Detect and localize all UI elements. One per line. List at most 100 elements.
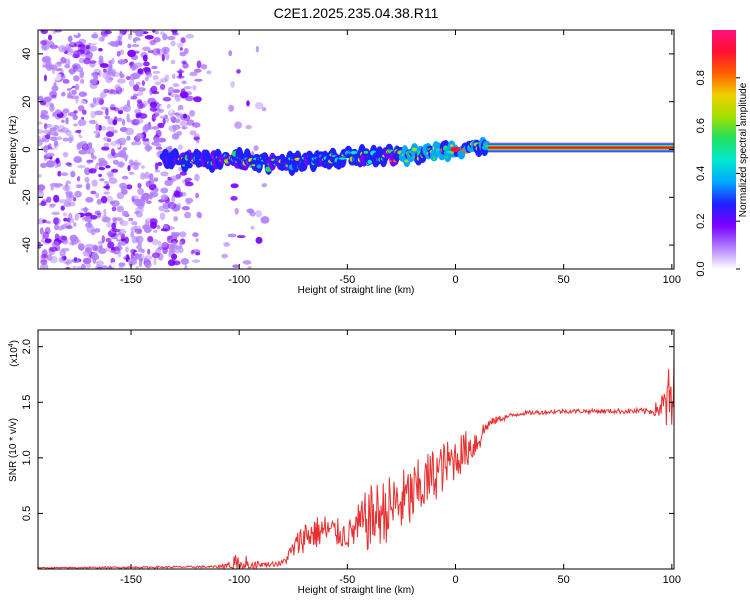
noise-blob (77, 165, 86, 169)
noise-blob (86, 149, 91, 155)
noise-blob (135, 235, 144, 244)
noise-blob (193, 136, 200, 141)
noise-blob (116, 161, 125, 168)
spec-y-tick-label: -20 (21, 189, 33, 205)
noise-blob (117, 110, 124, 115)
noise-blob (179, 47, 183, 51)
noise-blob (103, 68, 107, 73)
noise-blob (63, 260, 67, 264)
noise-blob (63, 217, 68, 222)
noise-blob (94, 118, 102, 124)
noise-blob (42, 219, 47, 223)
noise-blob (79, 245, 84, 251)
noise-blob (125, 256, 130, 260)
noise-blob (157, 162, 163, 166)
noise-blob (174, 48, 178, 57)
noise-blob (170, 40, 176, 47)
noise-blob (40, 200, 47, 207)
noise-blob (130, 231, 134, 238)
noise-blob (117, 59, 127, 65)
noise-blob (98, 71, 102, 77)
noise-blob (146, 200, 152, 204)
noise-blob (147, 248, 151, 255)
noise-blob (105, 184, 110, 191)
spec-x-tick-label: 0 (452, 274, 458, 286)
noise-blob (230, 81, 236, 88)
noise-blob (91, 179, 98, 187)
snr-y-tick-label: 0.5 (21, 506, 33, 521)
noise-blob (100, 196, 108, 204)
noise-blob (167, 235, 174, 244)
noise-blob (160, 31, 165, 35)
noise-blob (110, 168, 119, 173)
noise-blob (43, 74, 47, 82)
noise-blob (97, 240, 104, 245)
noise-blob (70, 48, 75, 54)
noise-blob (73, 110, 78, 114)
noise-blob (78, 105, 85, 112)
snr-panel: -150 -100 -50 0 50 100 0.5 1.0 1.5 2.0 Height of… (8, 329, 681, 596)
snr-x-tick-label: 0 (452, 574, 458, 586)
noise-blob (260, 216, 270, 224)
noise-blob (147, 50, 154, 54)
noise-blob (228, 50, 233, 57)
noise-blob (65, 43, 70, 48)
noise-blob (166, 35, 176, 41)
noise-blob (50, 64, 55, 70)
noise-blob (111, 228, 121, 233)
noise-blob (80, 91, 87, 97)
noise-blob (195, 252, 201, 256)
noise-blob (135, 265, 140, 269)
noise-blob (61, 91, 66, 97)
noise-blob (79, 141, 88, 148)
noise-blob (250, 225, 255, 230)
noise-blob (105, 75, 113, 84)
noise-blob (126, 135, 131, 141)
noise-blob (140, 172, 146, 180)
noise-blob (73, 123, 78, 127)
noise-blob (127, 49, 136, 58)
noise-blob (118, 31, 124, 39)
noise-blob (153, 229, 158, 233)
noise-blob (114, 84, 121, 91)
noise-blob (148, 173, 154, 181)
noise-blob (68, 134, 74, 142)
noise-blob (94, 228, 101, 233)
noise-blob (85, 51, 93, 59)
noise-blob (49, 102, 54, 108)
noise-blob (49, 182, 59, 187)
noise-blob (112, 217, 118, 222)
noise-blob (74, 213, 80, 221)
noise-blob (102, 216, 111, 223)
noise-blob (185, 33, 194, 39)
noise-blob (151, 48, 161, 56)
noise-blob (98, 248, 107, 254)
noise-blob (180, 37, 186, 44)
noise-blob (105, 237, 112, 243)
noise-blob (135, 245, 142, 250)
noise-blob (125, 75, 131, 81)
noise-blob (83, 212, 93, 217)
noise-blob (62, 212, 68, 217)
snr-y-tick-label: 1.0 (21, 450, 33, 465)
noise-blob (51, 211, 60, 216)
noise-blob (39, 227, 44, 235)
noise-blob (164, 179, 173, 187)
noise-blob (72, 265, 77, 269)
noise-blob (107, 138, 112, 143)
noise-blob (89, 82, 98, 89)
noise-blob (39, 40, 48, 46)
noise-blob (172, 260, 181, 266)
noise-blob (131, 221, 138, 226)
noise-blob (117, 235, 121, 240)
noise-blob (104, 96, 112, 100)
noise-blob (57, 225, 65, 231)
noise-blob (50, 136, 58, 142)
noise-blob (78, 57, 85, 64)
noise-blob (57, 225, 64, 231)
noise-blob (65, 162, 72, 166)
noise-blob (86, 45, 90, 50)
noise-blob (94, 97, 104, 101)
noise-blob (116, 50, 121, 57)
noise-blob (113, 107, 120, 112)
